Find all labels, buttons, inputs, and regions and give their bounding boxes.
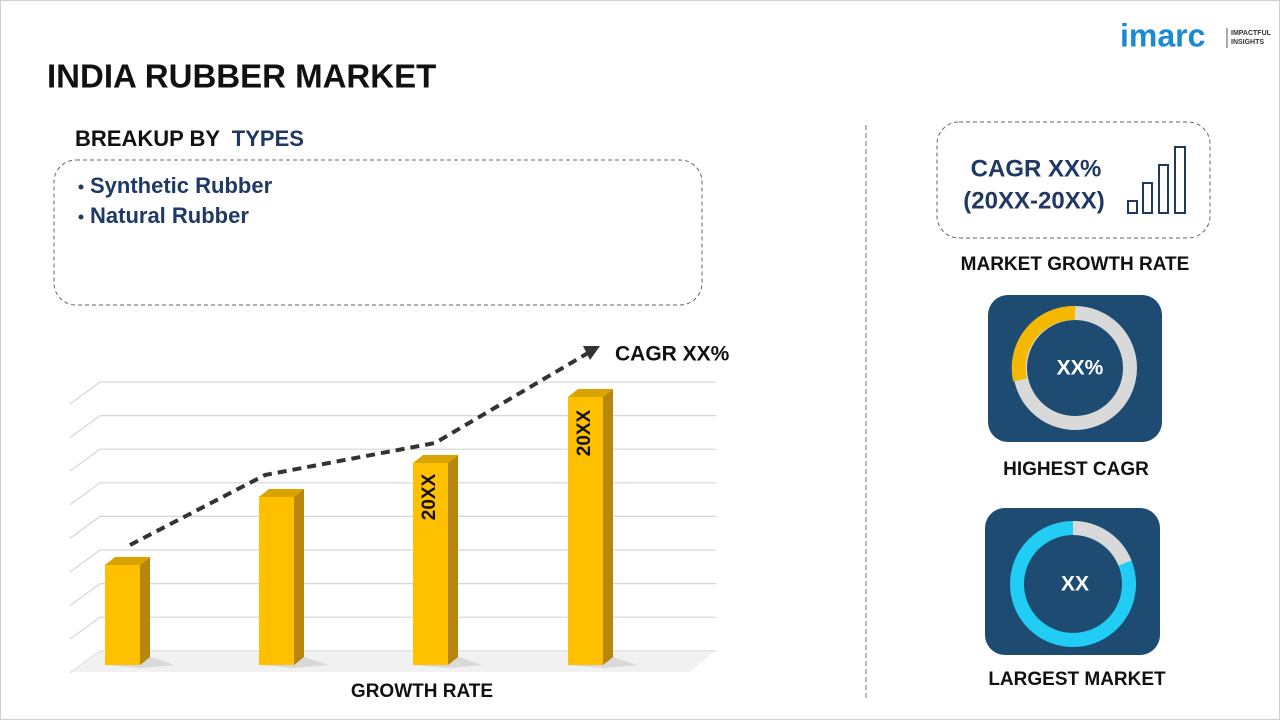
chart-grid — [69, 381, 716, 674]
bar-front — [259, 497, 294, 665]
bar-top — [259, 489, 304, 497]
trend-arrowhead — [583, 346, 600, 360]
grid-line — [69, 448, 716, 472]
trend-line — [129, 351, 590, 547]
bar-side — [140, 557, 150, 665]
bullet — [78, 184, 84, 190]
type-item: Synthetic Rubber — [90, 173, 273, 198]
grid-line — [69, 582, 716, 607]
card-caption: LARGEST MARKET — [988, 669, 1166, 690]
bar-side — [448, 455, 458, 665]
chart-bars — [105, 389, 638, 668]
types-box — [53, 159, 703, 306]
type-item: Natural Rubber — [90, 203, 249, 228]
grid-line — [69, 482, 716, 506]
bar-front — [568, 397, 603, 665]
grid-line — [69, 515, 716, 539]
donut-arc — [1011, 305, 1076, 382]
axis-label: GROWTH RATE — [351, 681, 493, 702]
page-title: INDIA RUBBER MARKET — [47, 58, 436, 95]
logo-tagline: INSIGHTS — [1231, 39, 1264, 46]
bullet — [78, 214, 84, 220]
cagr-period: (20XX-20XX) — [963, 187, 1104, 214]
card-caption: MARKET GROWTH RATE — [961, 254, 1190, 275]
logo-tagline: IMPACTFUL — [1231, 30, 1272, 37]
bar-top — [568, 389, 613, 397]
grid-line — [69, 616, 716, 640]
bar-label: 20XX — [574, 409, 595, 456]
cagr-box — [936, 121, 1211, 239]
bar-top — [413, 455, 458, 463]
bar-front — [105, 565, 140, 665]
heading-label: BREAKUP BY — [75, 126, 220, 151]
grid-line — [69, 415, 716, 439]
tile-value: XX% — [1057, 357, 1104, 380]
bar-side — [294, 489, 304, 665]
chart-floor — [70, 650, 716, 672]
bar-top — [105, 557, 150, 565]
section-heading: BREAKUP BY TYPES — [75, 126, 304, 151]
grid-line — [69, 381, 716, 405]
tile-value: XX — [1061, 573, 1089, 596]
card-caption: HIGHEST CAGR — [1003, 459, 1149, 480]
heading-highlight: TYPES — [232, 126, 304, 151]
donut-track — [1072, 520, 1132, 566]
grid-line — [69, 549, 716, 573]
trend-label: CAGR XX% — [615, 343, 730, 366]
logo: imarc — [1120, 17, 1205, 53]
bar-side — [603, 389, 613, 665]
bar-front — [413, 463, 448, 665]
cagr-text: CAGR XX% — [971, 155, 1102, 182]
growth-icon — [1127, 146, 1186, 214]
bar-label: 20XX — [419, 473, 440, 520]
